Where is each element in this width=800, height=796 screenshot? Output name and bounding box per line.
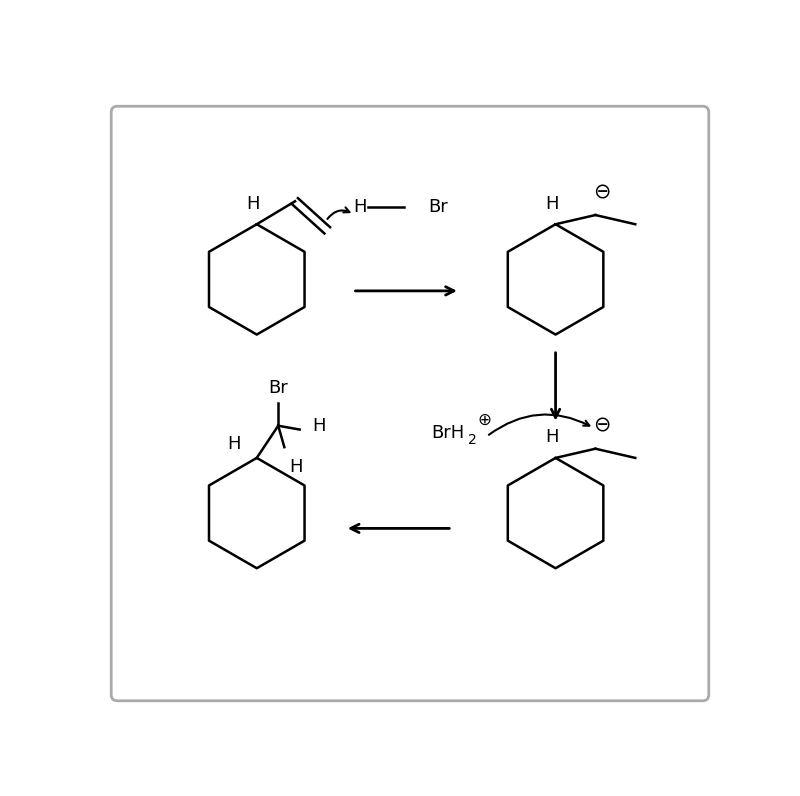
Text: H: H <box>545 428 558 447</box>
Text: ⊖: ⊖ <box>593 182 610 202</box>
FancyBboxPatch shape <box>111 106 709 700</box>
Text: H: H <box>313 417 326 435</box>
Text: ⊕: ⊕ <box>478 411 491 428</box>
Text: Br: Br <box>268 380 288 397</box>
Text: H: H <box>545 195 558 213</box>
Text: Br: Br <box>428 197 448 216</box>
Text: H: H <box>354 197 367 216</box>
Text: H: H <box>227 435 241 453</box>
Text: ⊖: ⊖ <box>593 416 610 435</box>
Text: H: H <box>246 195 260 213</box>
Text: 2: 2 <box>468 433 477 447</box>
Text: BrH: BrH <box>431 423 465 442</box>
Text: H: H <box>289 458 302 476</box>
